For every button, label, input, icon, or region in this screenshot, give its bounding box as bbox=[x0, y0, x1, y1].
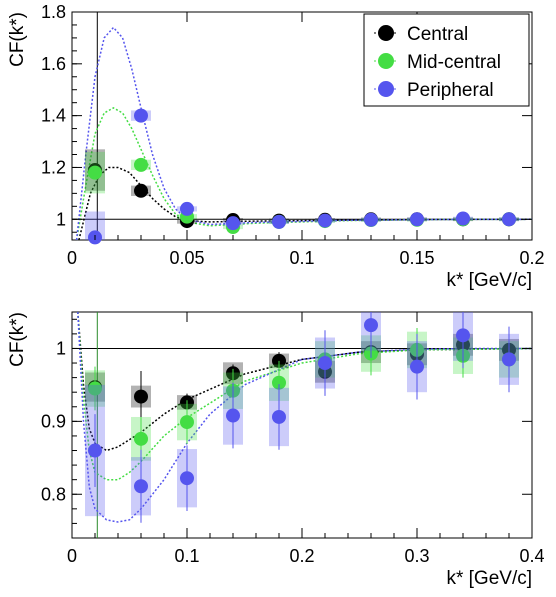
top-x-tick-label: 0.15 bbox=[399, 248, 434, 268]
bottom-point-mid-central bbox=[134, 431, 148, 446]
bottom-point-peripheral bbox=[134, 479, 148, 494]
bottom-point-mid-central bbox=[88, 381, 102, 396]
top-x-axis-title: k* [GeV/c] bbox=[446, 270, 532, 291]
bottom-x-tick-label: 0.4 bbox=[519, 546, 544, 566]
top-fit-curve-mid-central bbox=[75, 107, 533, 241]
top-point-peripheral bbox=[456, 211, 470, 226]
bottom-point-peripheral bbox=[272, 409, 286, 424]
top-x-tick-label: 0.05 bbox=[169, 248, 204, 268]
top-x-tick-label: 0.1 bbox=[289, 248, 314, 268]
top-fit-curve-central bbox=[78, 166, 533, 241]
bottom-point-mid-central bbox=[180, 415, 194, 430]
bottom-data-points bbox=[85, 312, 519, 523]
top-chart-panel: 0 0.05 0.1 0.15 0.2 1 1.2 1.4 1.6 1.8 k* [GeV/c]… bbox=[7, 2, 545, 291]
bottom-x-tick-label: 0.1 bbox=[174, 546, 199, 566]
top-point-peripheral bbox=[272, 214, 286, 229]
top-y-tick-label: 1.8 bbox=[41, 2, 66, 22]
bottom-x-axis-title: k* [GeV/c] bbox=[446, 568, 532, 589]
bottom-point-peripheral bbox=[226, 408, 240, 423]
bottom-point-peripheral bbox=[180, 471, 194, 486]
top-point-peripheral bbox=[502, 212, 516, 227]
top-point-central bbox=[134, 183, 148, 198]
bottom-y-tick-label: 0.9 bbox=[41, 411, 66, 431]
legend-entry-peripheral: Peripheral bbox=[374, 80, 494, 101]
top-data-points bbox=[85, 108, 519, 245]
bottom-y-tick-label: 1 bbox=[56, 338, 66, 358]
legend-entry-central: Central bbox=[374, 24, 468, 45]
bottom-x-tick-label: 0.3 bbox=[404, 546, 429, 566]
bottom-point-peripheral bbox=[502, 352, 516, 367]
bottom-x-tick-label: 0.2 bbox=[289, 546, 314, 566]
legend-marker-central bbox=[378, 25, 394, 41]
bottom-point-mid-central bbox=[272, 375, 286, 390]
bottom-y-ticks: 0.8 0.9 1 bbox=[41, 318, 532, 539]
top-point-peripheral bbox=[226, 216, 240, 231]
bottom-point-peripheral bbox=[456, 328, 470, 343]
bottom-fit-curves bbox=[77, 311, 533, 523]
top-point-peripheral bbox=[410, 212, 424, 227]
top-point-peripheral bbox=[364, 212, 378, 227]
legend-marker-mid-central bbox=[378, 53, 394, 69]
top-x-tick-label: 0 bbox=[67, 248, 77, 268]
legend-label-central: Central bbox=[407, 24, 468, 45]
top-fit-curves bbox=[75, 26, 533, 241]
top-point-mid-central bbox=[134, 157, 148, 172]
bottom-chart-panel: 0 0.1 0.2 0.3 0.4 0.8 0.9 1 k* [GeV/c] CF(k*) bbox=[7, 311, 545, 589]
top-y-tick-label: 1.2 bbox=[41, 157, 66, 177]
top-y-axis-title: CF(k*) bbox=[7, 12, 28, 67]
top-x-tick-label: 0.2 bbox=[519, 248, 544, 268]
bottom-point-peripheral bbox=[364, 318, 378, 333]
top-y-ticks: 1 1.2 1.4 1.6 1.8 bbox=[41, 2, 532, 233]
top-y-tick-label: 1.6 bbox=[41, 54, 66, 74]
bottom-point-central bbox=[134, 389, 148, 404]
bottom-x-tick-label: 0 bbox=[67, 546, 77, 566]
top-point-peripheral bbox=[134, 108, 148, 123]
legend-label-mid-central: Mid-central bbox=[407, 52, 501, 73]
top-y-tick-label: 1.4 bbox=[41, 106, 66, 126]
top-point-mid-central bbox=[88, 165, 102, 180]
bottom-fit-curve-central bbox=[77, 311, 533, 452]
legend-entry-mid-central: Mid-central bbox=[374, 52, 501, 73]
bottom-y-axis-title: CF(k*) bbox=[7, 312, 28, 367]
legend-marker-peripheral bbox=[378, 81, 394, 97]
top-y-tick-label: 1 bbox=[56, 209, 66, 229]
bottom-y-tick-label: 0.8 bbox=[41, 484, 66, 504]
top-point-peripheral bbox=[180, 201, 194, 216]
bottom-point-peripheral bbox=[88, 443, 102, 458]
bottom-point-peripheral bbox=[318, 356, 332, 371]
top-fit-curve-peripheral bbox=[75, 26, 533, 241]
top-point-peripheral bbox=[318, 213, 332, 228]
bottom-point-peripheral bbox=[410, 359, 424, 374]
legend: Central Mid-central Peripheral bbox=[363, 13, 530, 107]
bottom-fit-curve-mid-central bbox=[77, 311, 533, 481]
legend-label-peripheral: Peripheral bbox=[407, 80, 494, 101]
bottom-x-ticks: 0 0.1 0.2 0.3 0.4 bbox=[67, 312, 545, 566]
